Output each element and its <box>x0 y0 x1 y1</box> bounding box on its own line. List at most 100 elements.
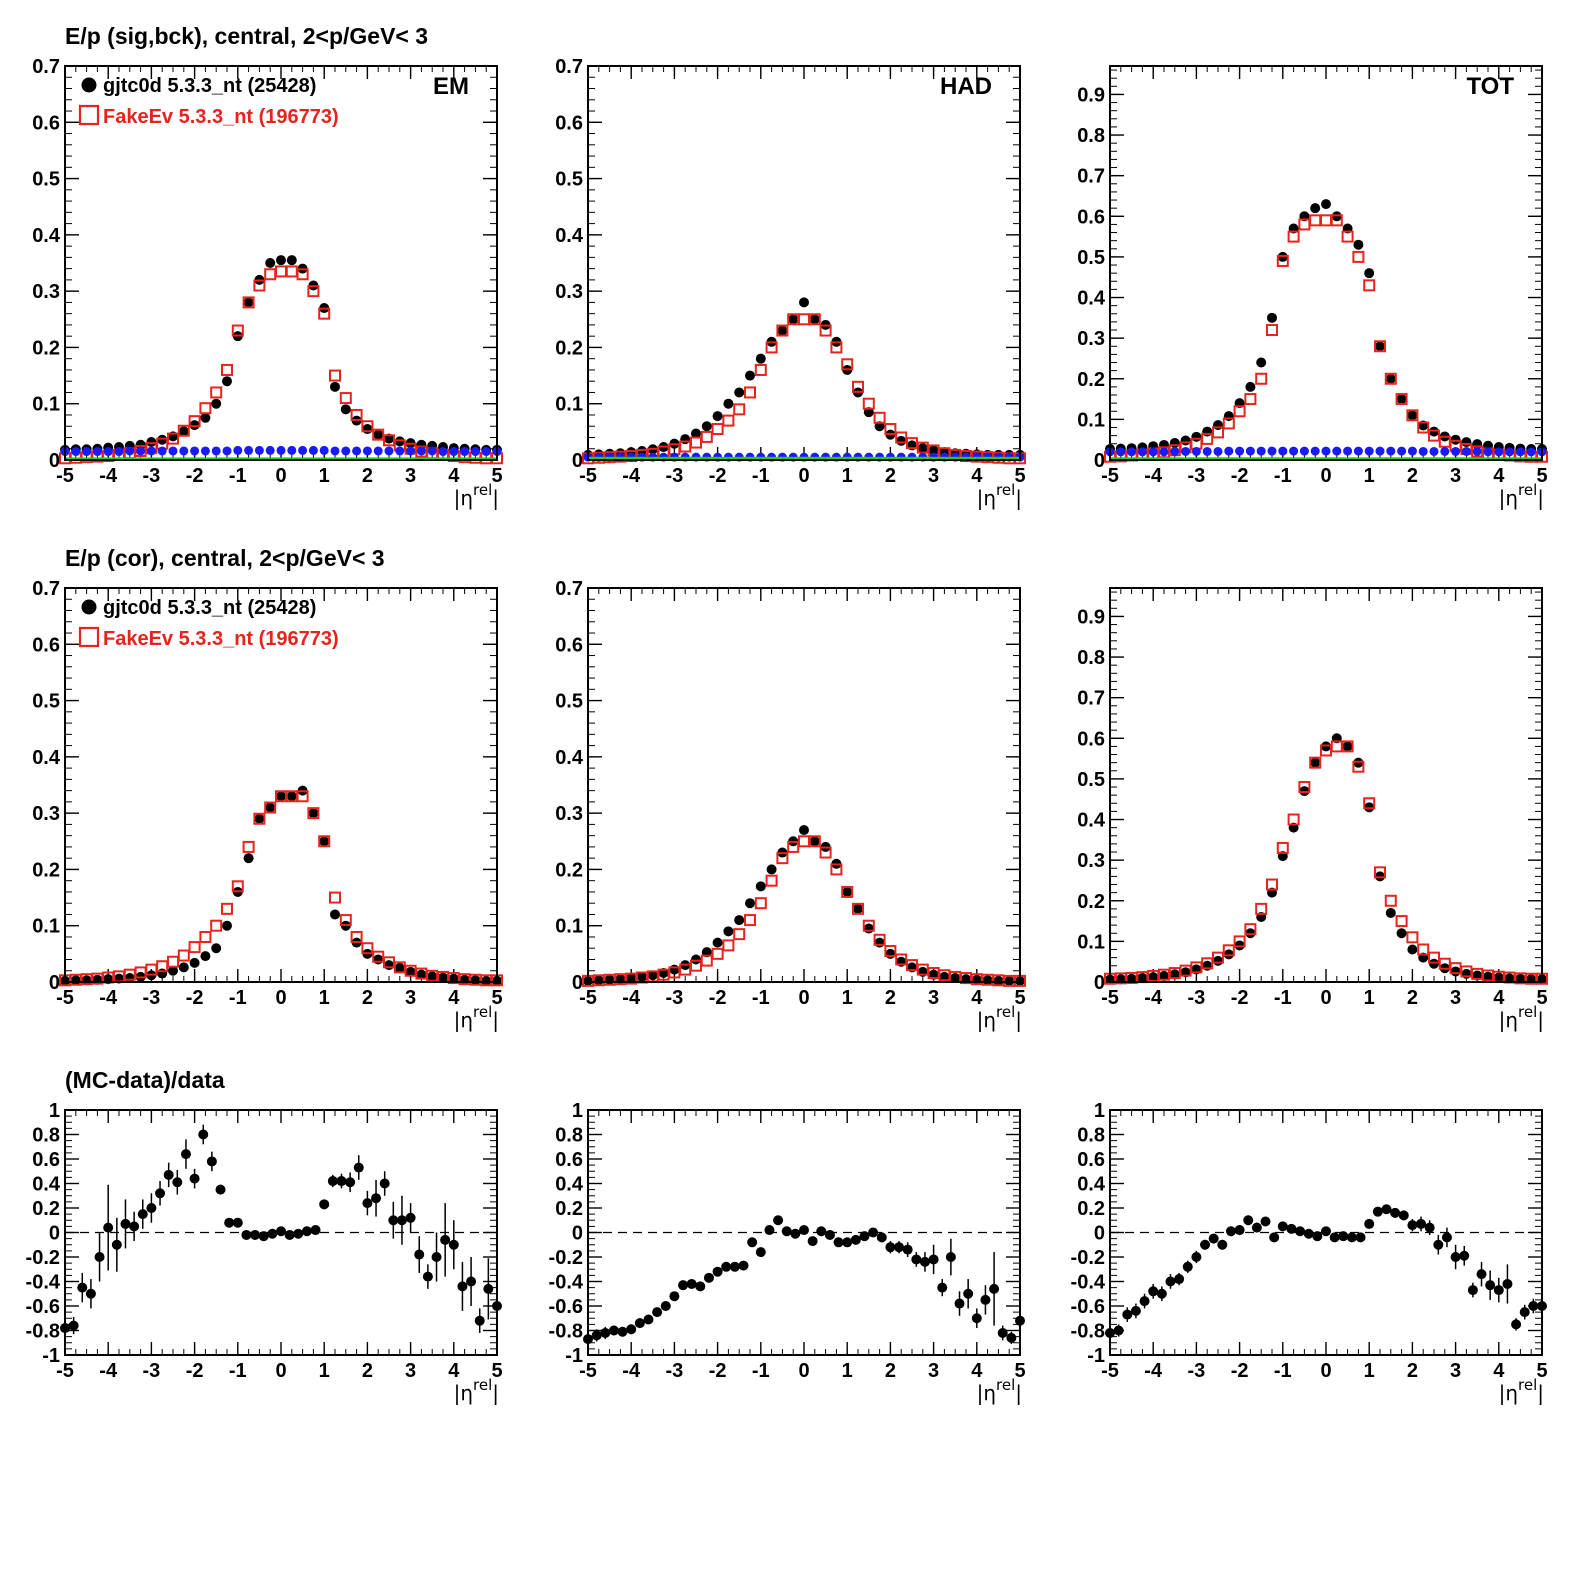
ratio-point <box>1338 1231 1349 1242</box>
mc-point <box>1374 866 1386 879</box>
ratio-point <box>1355 1232 1366 1243</box>
ratio-point <box>215 1184 226 1195</box>
bck-data-point <box>1181 446 1191 456</box>
bck-data-point <box>1137 447 1147 457</box>
ratio-point <box>111 1239 122 1250</box>
mc-point <box>1395 915 1408 928</box>
panel-r1c1: 0 0.1 0.2 0.3 0.4 0.5 0.6 0.7 -5 -4 -3 -2 -1 0 1 2 3 4 5|η… <box>32 56 503 510</box>
ratio-point <box>163 1169 174 1180</box>
ratio-point <box>868 1227 879 1238</box>
ratio-point <box>1217 1239 1228 1250</box>
ratio-point <box>1113 1325 1124 1336</box>
x-axis-label: |ηrel| <box>454 1376 499 1405</box>
ratio-point <box>1390 1207 1401 1218</box>
x-tick-label: -5 <box>1101 465 1119 487</box>
ratio-point <box>1156 1288 1167 1299</box>
ratio-point <box>457 1281 468 1292</box>
x-tick-label: 1 <box>842 1360 853 1382</box>
mc-point <box>1212 426 1224 439</box>
mc-point <box>1255 902 1268 915</box>
mc-point <box>221 902 233 915</box>
data-point <box>1429 958 1439 969</box>
y-tick-label: 0.8 <box>1077 1125 1105 1147</box>
mc-point <box>1384 894 1397 907</box>
ratio-point <box>971 1313 982 1324</box>
y-tick-label: 0 <box>1094 972 1105 994</box>
bck-data-point <box>92 447 102 457</box>
x-tick-label: -1 <box>1274 465 1292 487</box>
panel-r3c2: -1-0.8-0.6-0.4-0.200.20.40.60.81-5 -4 -3 -2… <box>549 1100 1026 1405</box>
data-point <box>1267 312 1277 323</box>
bck-data-point <box>1116 447 1126 457</box>
ratio-point <box>379 1178 390 1189</box>
mc-point <box>1341 230 1354 243</box>
bck-data-point <box>319 445 329 455</box>
bck-data-point <box>1289 446 1299 456</box>
mc-point <box>350 408 363 421</box>
x-tick-label: 5 <box>491 1360 502 1382</box>
mc-point <box>1417 421 1430 434</box>
x-tick-label: 4 <box>1493 465 1505 487</box>
x-tick-label: 0 <box>1320 465 1331 487</box>
x-tick-label: -5 <box>579 1360 597 1382</box>
bck-data-point <box>298 445 308 455</box>
data-point <box>863 923 874 934</box>
data-point <box>626 973 637 984</box>
ratio-point <box>1148 1286 1159 1297</box>
data-point <box>734 915 745 926</box>
bck-data-point <box>265 445 275 455</box>
legend-mc-label: FakeEv 5.3.3_nt (196773) <box>103 106 339 128</box>
ratio-point <box>1208 1233 1219 1244</box>
bck-data-point <box>1245 446 1255 456</box>
panel-r3c1: -1-0.8-0.6-0.4-0.200.20.40.60.81-5 -4 -3 -2… <box>26 1100 503 1405</box>
y-tick-label: 0.4 <box>555 225 584 247</box>
data-point <box>189 420 200 431</box>
bck-data-point <box>146 446 156 456</box>
mc-point <box>1212 951 1224 964</box>
ratio-point <box>1321 1226 1331 1237</box>
data-point <box>330 381 340 392</box>
x-tick-label: -2 <box>186 1360 204 1382</box>
bck-data-point <box>1407 446 1417 456</box>
data-point <box>1385 373 1396 384</box>
data-point <box>1450 966 1461 977</box>
ratio-point <box>146 1203 157 1213</box>
data-point <box>211 943 222 954</box>
y-tick-label: 0.8 <box>555 1125 583 1147</box>
bck-data-point <box>384 446 394 456</box>
bck-data-point <box>1310 446 1320 456</box>
data-point <box>394 962 405 973</box>
mc-point <box>361 420 374 433</box>
bck-data-point <box>1364 446 1374 456</box>
y-tick-label: -0.2 <box>1071 1247 1105 1269</box>
ratio-point <box>911 1254 922 1265</box>
x-tick-label: -4 <box>1144 987 1163 1009</box>
mc-point <box>177 949 190 962</box>
bck-data-point <box>406 446 416 456</box>
mc-point <box>852 902 864 915</box>
ratio-point <box>790 1228 801 1239</box>
y-tick-label: 1 <box>572 1100 583 1122</box>
ratio-point <box>1398 1210 1409 1221</box>
data-point <box>691 428 701 439</box>
ratio-point <box>189 1173 200 1184</box>
y-tick-label: 0.6 <box>1077 728 1105 750</box>
ratio-point <box>937 1282 948 1293</box>
mc-point <box>329 891 341 904</box>
data-point <box>755 881 766 892</box>
y-tick-label: -0.8 <box>549 1321 583 1343</box>
data-point <box>1256 357 1267 368</box>
data-point <box>809 314 820 325</box>
data-point <box>427 971 438 982</box>
x-tick-label: -2 <box>709 987 727 1009</box>
y-tick-label: -0.2 <box>549 1247 583 1269</box>
x-tick-label: 2 <box>1407 987 1418 1009</box>
plot-frame <box>64 587 498 983</box>
panel-tag: EM <box>433 73 469 100</box>
x-tick-label: 3 <box>1450 987 1461 1009</box>
mc-point <box>188 415 201 428</box>
bck-data-point <box>1515 447 1525 457</box>
x-tick-label: 0 <box>798 465 809 487</box>
bck-data-point <box>190 446 200 456</box>
ratio-point <box>224 1217 235 1228</box>
